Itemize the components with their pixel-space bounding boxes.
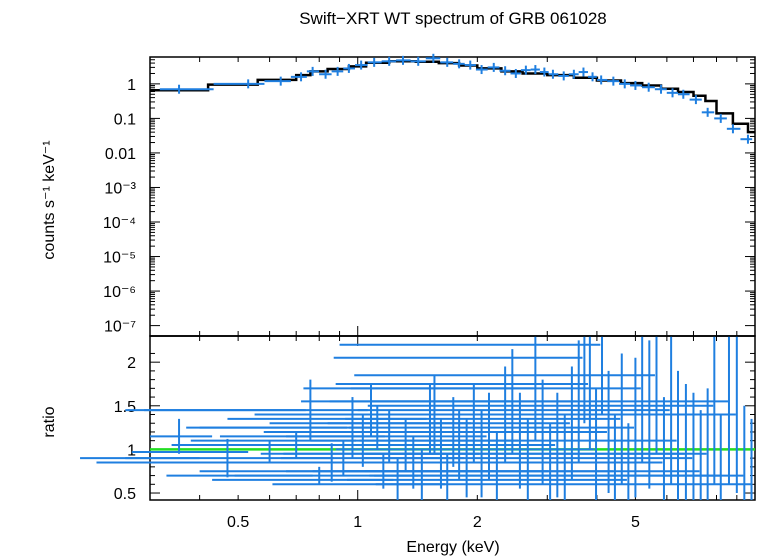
- top-panel-frame: [149, 56, 756, 337]
- x-tick-label: 2: [473, 514, 482, 531]
- x-tick-label: 1: [353, 514, 362, 531]
- top-y-tick-label: 10⁻⁶: [103, 284, 136, 301]
- top-y-tick-label: 0.1: [114, 111, 136, 128]
- bottom-y-tick-label: 1: [127, 442, 136, 459]
- top-y-tick-label: 10⁻⁴: [103, 215, 136, 232]
- chart-title: Swift−XRT WT spectrum of GRB 061028: [299, 9, 607, 28]
- bottom-panel: 0.5 1 1.5 2 0.5 1 2 5: [80, 335, 756, 531]
- y-axis-label-top: counts s⁻¹ keV⁻¹: [41, 140, 58, 259]
- top-y-tick-label: 10⁻³: [104, 180, 136, 197]
- bottom-y-tick-label: 2: [127, 355, 136, 372]
- top-y-tick-label: 10⁻⁵: [103, 250, 136, 267]
- y-axis-label-bottom: ratio: [41, 406, 58, 437]
- model-step-line: [150, 60, 755, 134]
- x-axis-label: Energy (keV): [406, 539, 499, 556]
- top-y-tick-label: 0.01: [105, 146, 136, 163]
- x-tick-label: 5: [631, 514, 640, 531]
- bottom-y-tick-label: 0.5: [114, 486, 136, 503]
- bottom-y-tick-label: 1.5: [114, 399, 136, 416]
- top-y-tick-label: 10⁻⁷: [104, 319, 136, 336]
- top-panel: 1 0.1 0.01 10⁻³ 10⁻⁴ 10⁻⁵ 10⁻⁶ 10⁻⁷: [103, 53, 756, 337]
- top-y-tick-label: 1: [127, 77, 136, 94]
- x-tick-label: 0.5: [227, 514, 249, 531]
